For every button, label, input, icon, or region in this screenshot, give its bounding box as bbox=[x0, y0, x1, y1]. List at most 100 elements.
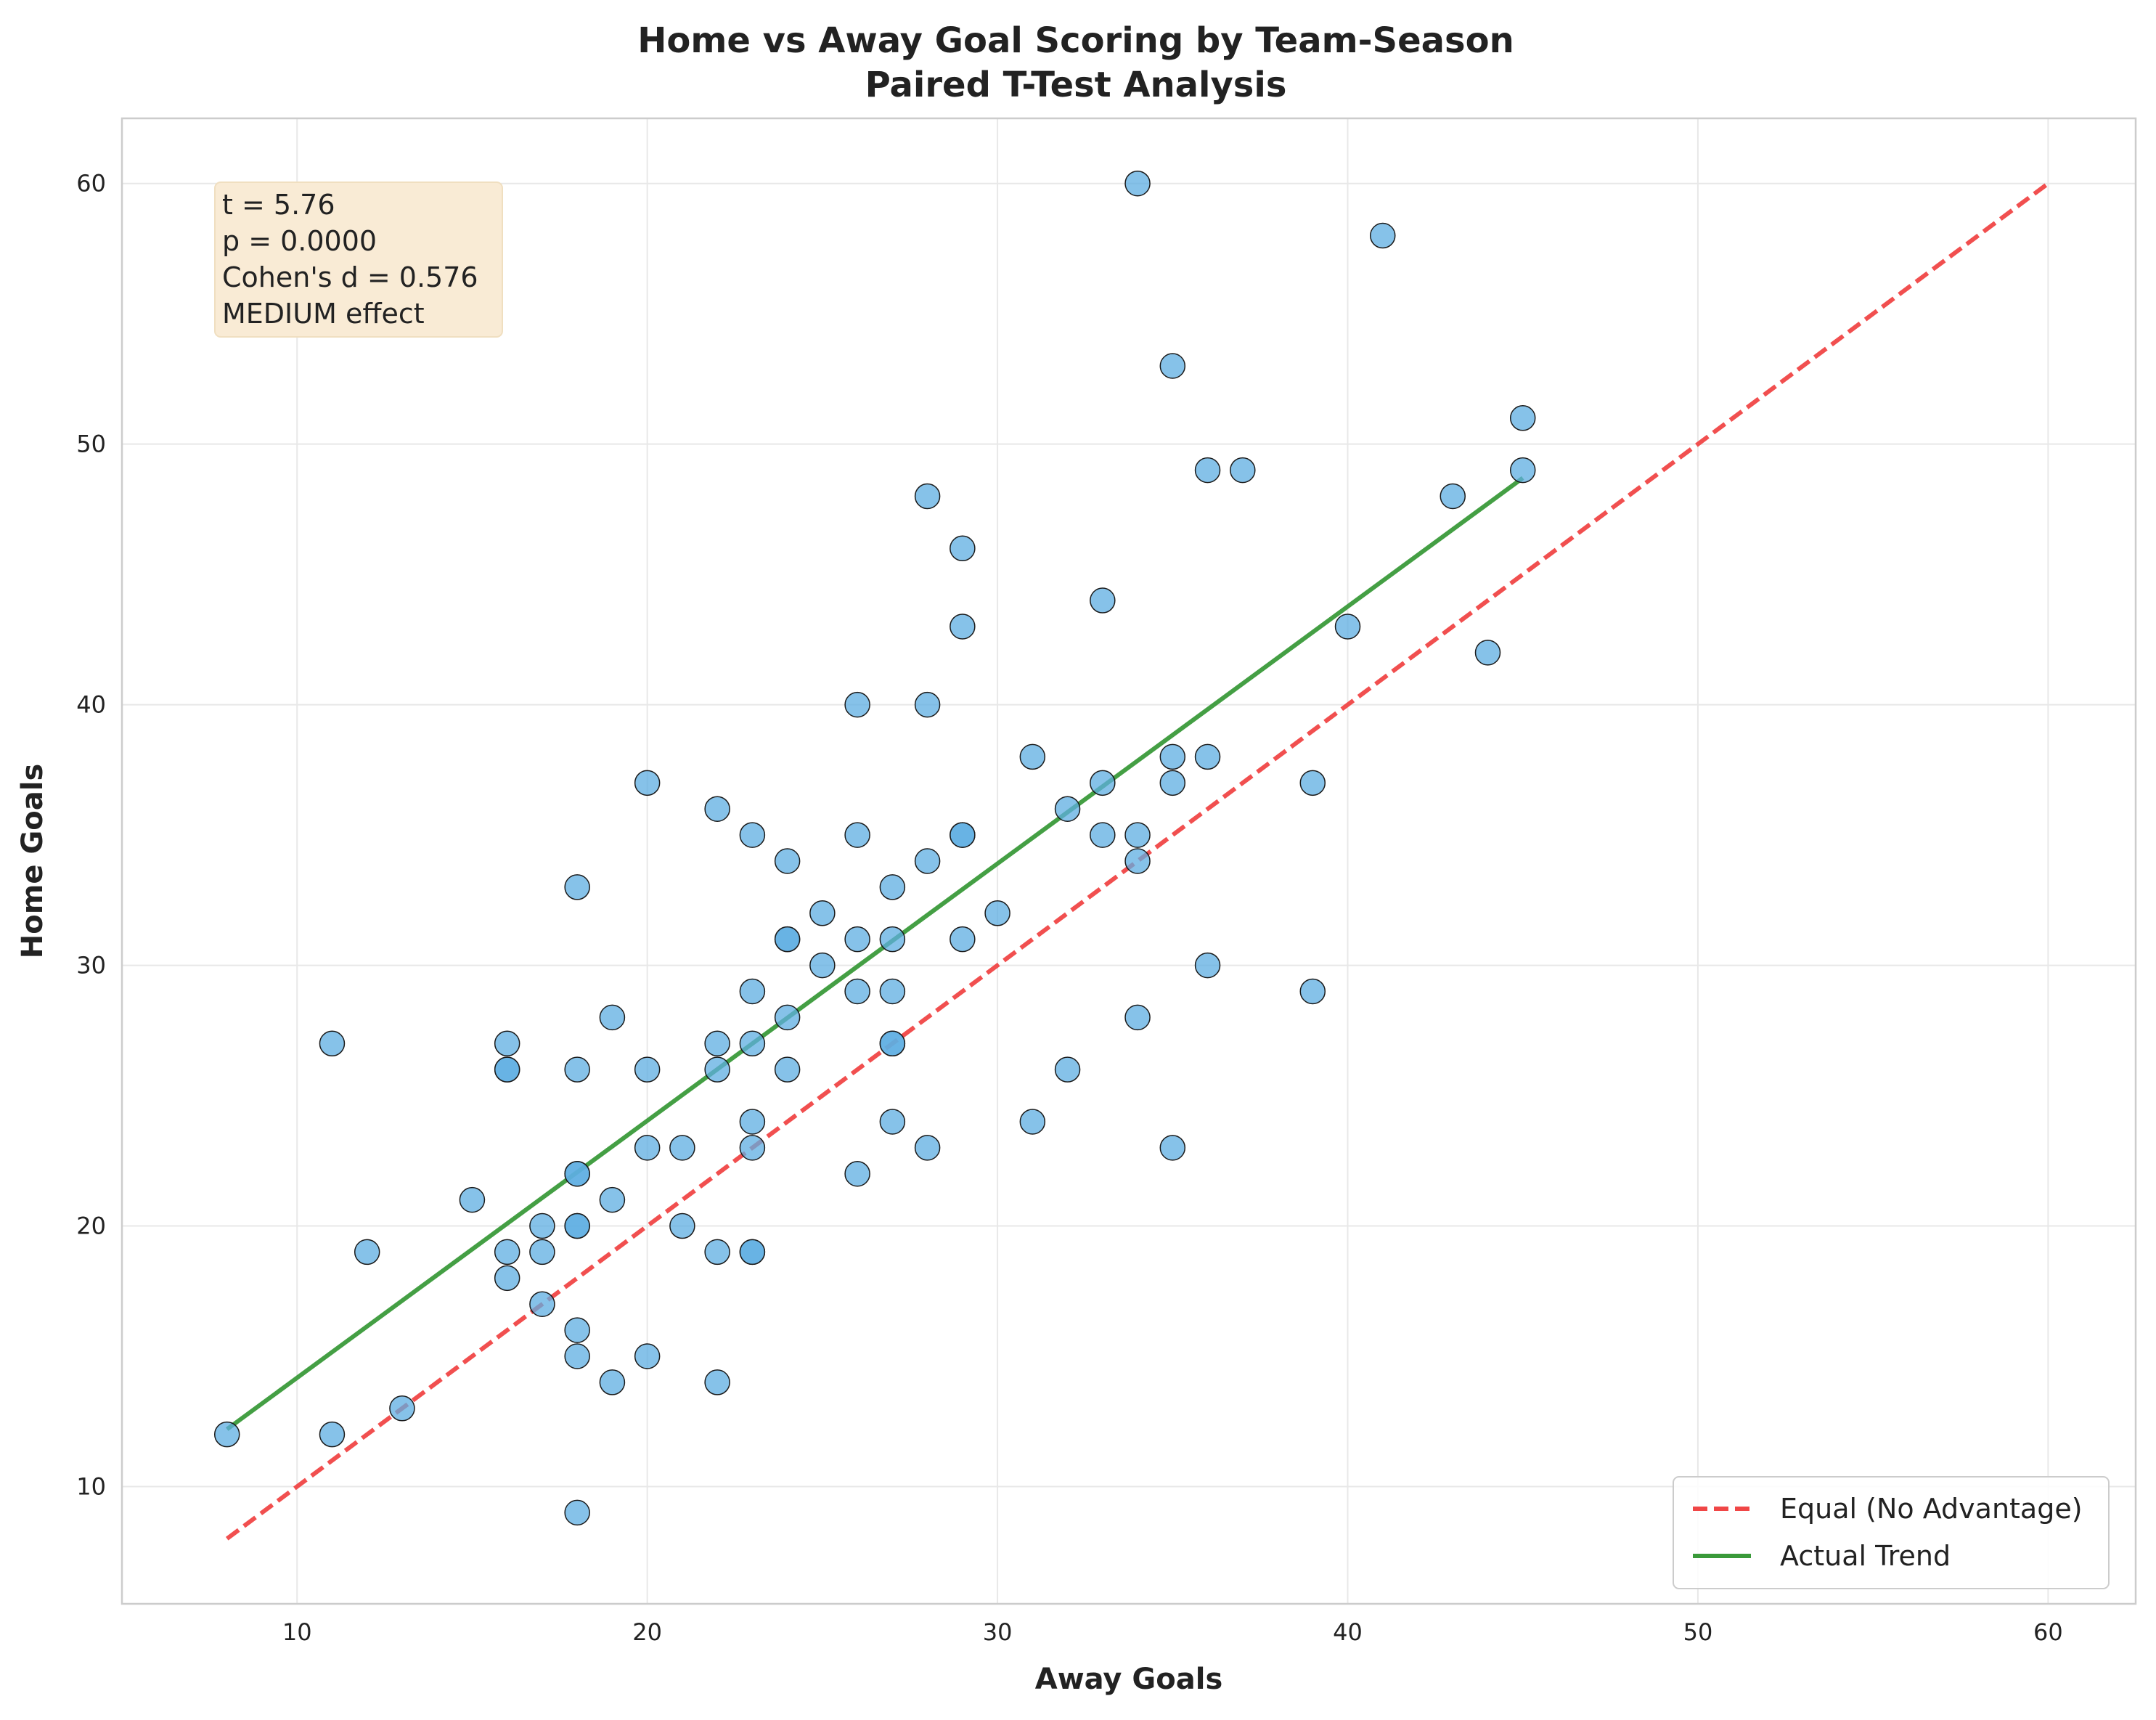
legend-label-trend: Actual Trend bbox=[1780, 1540, 1951, 1572]
stats-cohens-d: Cohen's d = 0.576 bbox=[222, 261, 478, 293]
x-axis-label: Away Goals bbox=[1035, 1663, 1223, 1696]
data-point bbox=[950, 822, 976, 848]
data-point bbox=[1124, 822, 1151, 848]
x-tick-label: 30 bbox=[983, 1618, 1013, 1646]
data-point bbox=[494, 1265, 520, 1292]
x-tick-label: 10 bbox=[282, 1618, 312, 1646]
data-point bbox=[634, 1343, 661, 1369]
plot-area-frame bbox=[121, 117, 2137, 1605]
x-tick-label: 20 bbox=[632, 1618, 662, 1646]
data-point bbox=[844, 822, 870, 848]
data-point bbox=[914, 1135, 941, 1161]
y-tick-label: 60 bbox=[76, 170, 106, 197]
data-point bbox=[774, 1004, 801, 1031]
data-point bbox=[950, 535, 976, 562]
data-point bbox=[669, 1135, 695, 1161]
data-point bbox=[389, 1395, 415, 1422]
data-point bbox=[844, 1160, 870, 1187]
data-point bbox=[634, 1135, 661, 1161]
x-tick-label: 40 bbox=[1333, 1618, 1363, 1646]
data-point bbox=[1299, 978, 1326, 1005]
data-point bbox=[844, 926, 870, 953]
data-point bbox=[529, 1239, 555, 1265]
data-point bbox=[844, 691, 870, 718]
data-point bbox=[879, 1109, 906, 1135]
data-point bbox=[459, 1186, 486, 1213]
data-point bbox=[984, 900, 1010, 926]
data-point bbox=[494, 1056, 520, 1083]
data-point bbox=[809, 952, 836, 979]
stats-p-value: p = 0.0000 bbox=[222, 225, 377, 257]
actual-trend-line bbox=[225, 476, 1524, 1431]
y-tick-label: 20 bbox=[76, 1212, 106, 1240]
data-point bbox=[1509, 457, 1536, 484]
data-point bbox=[704, 1056, 730, 1083]
data-point bbox=[564, 1343, 590, 1369]
data-point bbox=[914, 483, 941, 510]
data-point bbox=[1474, 640, 1501, 666]
data-point bbox=[564, 1056, 590, 1083]
data-point bbox=[774, 848, 801, 874]
data-point bbox=[739, 1239, 766, 1265]
legend: Equal (No Advantage) Actual Trend bbox=[1673, 1476, 2110, 1589]
data-point bbox=[879, 978, 906, 1005]
data-point bbox=[1509, 405, 1536, 431]
data-point bbox=[1194, 952, 1221, 979]
data-point bbox=[564, 1499, 590, 1526]
stats-effect-size: MEDIUM effect bbox=[222, 298, 425, 330]
data-point bbox=[564, 1317, 590, 1343]
data-point bbox=[704, 796, 730, 822]
data-point bbox=[1124, 170, 1151, 197]
data-point bbox=[669, 1212, 695, 1239]
data-point bbox=[774, 926, 801, 953]
data-point bbox=[1194, 457, 1221, 484]
y-tick-label: 30 bbox=[76, 952, 106, 979]
data-point bbox=[809, 900, 836, 926]
data-point bbox=[1299, 770, 1326, 796]
data-point bbox=[319, 1030, 346, 1057]
data-point bbox=[914, 848, 941, 874]
data-point bbox=[1334, 614, 1361, 640]
reference-lines bbox=[225, 182, 2050, 1541]
data-point bbox=[879, 926, 906, 953]
data-point bbox=[494, 1030, 520, 1057]
data-point bbox=[1194, 743, 1221, 770]
data-point bbox=[1090, 770, 1116, 796]
data-point bbox=[704, 1239, 730, 1265]
data-point bbox=[1054, 796, 1081, 822]
data-point bbox=[599, 1186, 626, 1213]
y-axis-label: Home Goals bbox=[16, 764, 49, 959]
data-point bbox=[739, 1135, 766, 1161]
data-point bbox=[1090, 587, 1116, 614]
data-point bbox=[1090, 822, 1116, 848]
data-point bbox=[599, 1004, 626, 1031]
data-point bbox=[1019, 1109, 1046, 1135]
data-point bbox=[354, 1239, 380, 1265]
data-point bbox=[494, 1239, 520, 1265]
data-point bbox=[529, 1212, 555, 1239]
data-point bbox=[1124, 848, 1151, 874]
chart-subtitle: Paired T-Test Analysis bbox=[865, 65, 1287, 105]
x-tick-label: 50 bbox=[1683, 1618, 1713, 1646]
chart-title: Home vs Away Goal Scoring by Team-Season bbox=[637, 20, 1514, 61]
data-point bbox=[739, 822, 766, 848]
legend-label-equal: Equal (No Advantage) bbox=[1780, 1493, 2083, 1525]
legend-box bbox=[1673, 1476, 2110, 1589]
y-tick-label: 40 bbox=[76, 691, 106, 719]
data-point bbox=[879, 1030, 906, 1057]
stats-t-value: t = 5.76 bbox=[222, 189, 335, 221]
data-point bbox=[1159, 1135, 1186, 1161]
data-point bbox=[634, 770, 661, 796]
data-point bbox=[634, 1056, 661, 1083]
x-tick-label: 60 bbox=[2033, 1618, 2063, 1646]
data-point bbox=[564, 874, 590, 900]
data-point bbox=[1230, 457, 1256, 484]
tick-labels: 10 20 30 40 50 60 10 20 30 40 50 60 bbox=[76, 170, 2062, 1646]
data-point bbox=[319, 1421, 346, 1448]
data-point bbox=[879, 874, 906, 900]
data-point bbox=[739, 1109, 766, 1135]
y-tick-label: 50 bbox=[76, 431, 106, 458]
data-point bbox=[213, 1421, 240, 1448]
data-point bbox=[704, 1030, 730, 1057]
